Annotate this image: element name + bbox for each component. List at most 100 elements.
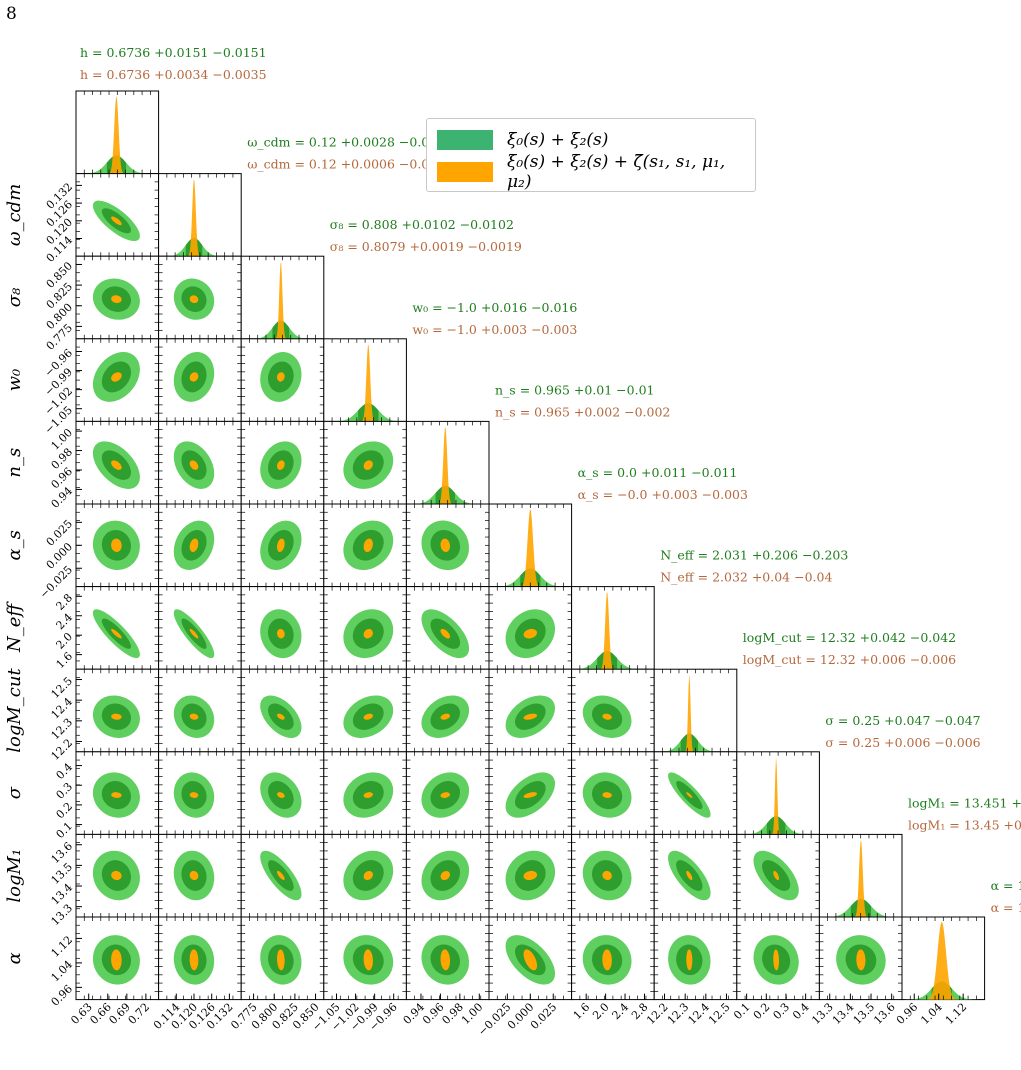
xtick-label: 13.5 (851, 1001, 878, 1028)
ytick-label: 0.94 (49, 484, 76, 511)
ytick-label: 12.4 (49, 695, 76, 722)
contour-orange (189, 713, 199, 720)
contour-orange (686, 792, 693, 798)
xtick-label: 12.5 (706, 1001, 733, 1028)
yaxis-label-w0: w₀ (4, 369, 25, 392)
contour-orange (111, 949, 122, 971)
contour-orange (189, 628, 199, 639)
contour-orange (111, 870, 122, 881)
label-green-logM1: logM₁ = 13.451 +0.049 −0.049 (908, 795, 1021, 810)
contour-orange (277, 949, 285, 971)
contour-orange (189, 295, 199, 303)
xtick-label: 1.6 (571, 1001, 593, 1023)
xtick-label: 0.72 (125, 1001, 152, 1028)
ytick-label: 1.12 (49, 933, 76, 960)
label-orange-logMcut: logM_cut = 12.32 +0.006 −0.006 (743, 652, 956, 667)
contour-orange (111, 628, 122, 639)
contour-orange (277, 628, 285, 639)
ytick-label: 0.1 (54, 819, 76, 841)
contour-orange (363, 949, 373, 971)
contour-orange (111, 372, 122, 382)
contour-orange (277, 460, 285, 470)
label-green-omega_cdm: ω_cdm = 0.12 +0.0028 −0.0029 (247, 135, 453, 150)
xtick-label: 12.2 (644, 1001, 671, 1028)
ytick-label: 13.5 (49, 860, 76, 887)
contour-orange (189, 460, 199, 470)
legend-item-baseline: ξ₀(s) + ξ₂(s) (437, 128, 608, 152)
xtick-label: 13.4 (830, 1001, 857, 1028)
label-orange-alpha_s: α_s = −0.0 +0.003 −0.003 (578, 487, 748, 502)
yaxis-label-sigma8: σ₈ (4, 287, 25, 307)
ytick-label: 2.0 (54, 630, 76, 652)
label-orange-h: h = 0.6736 +0.0034 −0.0035 (80, 67, 267, 82)
contour-orange (363, 792, 373, 798)
xtick-label: 2.4 (610, 1001, 632, 1023)
ytick-label: 12.5 (49, 674, 76, 701)
label-orange-w0: w₀ = −1.0 +0.003 −0.003 (412, 322, 577, 337)
contour-orange (111, 460, 122, 470)
label-green-logMcut: logM_cut = 12.32 +0.042 −0.042 (743, 630, 956, 645)
page-number: 8 (6, 4, 17, 24)
xtick-label: 12.3 (665, 1001, 692, 1028)
ytick-label: 0.2 (54, 800, 76, 822)
label-orange-n_s: n_s = 0.965 +0.002 −0.002 (495, 404, 670, 419)
contour-orange (363, 870, 373, 881)
contour-orange (189, 949, 199, 971)
ytick-label: 12.2 (49, 736, 76, 763)
xtick-label: 0.3 (771, 1001, 793, 1023)
xtick-label: 0.4 (790, 1001, 812, 1023)
xtick-label: 0.96 (894, 1001, 921, 1028)
contour-orange (440, 538, 451, 553)
xtick-label: 0.2 (751, 1001, 773, 1023)
ytick-label: 13.3 (49, 902, 76, 929)
contour-orange (111, 538, 122, 553)
yaxis-label-n_s: n_s (4, 448, 25, 478)
contour-orange (602, 792, 612, 798)
ytick-label: 13.4 (49, 881, 76, 908)
contour-orange (189, 372, 199, 382)
yaxis-label-N_eff: N_eff (4, 601, 25, 653)
contour-orange (773, 949, 780, 971)
ytick-label: 1.6 (54, 650, 76, 672)
contour-orange (773, 870, 780, 881)
xtick-label: 13.3 (809, 1001, 836, 1028)
contour-orange (440, 949, 451, 971)
legend-label-baseline: ξ₀(s) + ξ₂(s) (507, 130, 609, 150)
label-green-sigma8: σ₈ = 0.808 +0.0102 −0.0102 (330, 217, 514, 232)
yaxis-label-logM1: logM₁ (4, 849, 25, 903)
ytick-label: 12.3 (49, 716, 76, 743)
contour-orange (523, 870, 538, 881)
label-green-alpha_s: α_s = 0.0 +0.011 −0.011 (578, 465, 738, 480)
contour-orange (602, 870, 612, 881)
marginal-orange-alpha_s (489, 508, 572, 587)
ytick-label: 0.025 (44, 517, 75, 548)
contour-orange (277, 372, 285, 382)
contour-orange (189, 792, 199, 798)
contour-orange (686, 870, 693, 881)
contour-orange (111, 216, 122, 226)
contour-orange (523, 713, 538, 720)
contour-orange (602, 713, 612, 720)
marginal-orange-alpha (902, 922, 985, 1000)
contour-orange (277, 538, 285, 553)
contour-orange (111, 295, 122, 303)
yaxis-label-alpha: α (4, 952, 25, 964)
contour-orange (440, 870, 451, 881)
contour-orange (277, 713, 285, 720)
label-green-n_s: n_s = 0.965 +0.01 −0.01 (495, 382, 654, 397)
legend: ξ₀(s) + ξ₂(s) ξ₀(s) + ξ₂(s) + ζ̄(s₁, s₁,… (426, 118, 756, 192)
label-orange-sigma8: σ₈ = 0.8079 +0.0019 −0.0019 (330, 239, 522, 254)
label-orange-logM1: logM₁ = 13.45 +0.009 −0.009 (908, 817, 1021, 832)
legend-swatch-green (437, 130, 493, 150)
marginal-orange-logM1 (819, 839, 902, 917)
yaxis-label-omega_cdm: ω_cdm (4, 184, 25, 246)
ytick-label: 0.4 (54, 760, 76, 782)
legend-label-bispectrum: ξ₀(s) + ξ₂(s) + ζ̄(s₁, s₁, μ₁, μ₂) (506, 152, 726, 192)
label-green-w0: w₀ = −1.0 +0.016 −0.016 (412, 300, 577, 315)
label-green-N_eff: N_eff = 2.031 +0.206 −0.203 (660, 548, 848, 563)
xtick-label: 0.1 (731, 1001, 753, 1023)
ytick-label: 13.6 (49, 840, 76, 867)
label-green-alpha: α = 1.05 +0.033 −0.033 (991, 878, 1021, 893)
yaxis-label-sigma: σ (4, 786, 25, 799)
